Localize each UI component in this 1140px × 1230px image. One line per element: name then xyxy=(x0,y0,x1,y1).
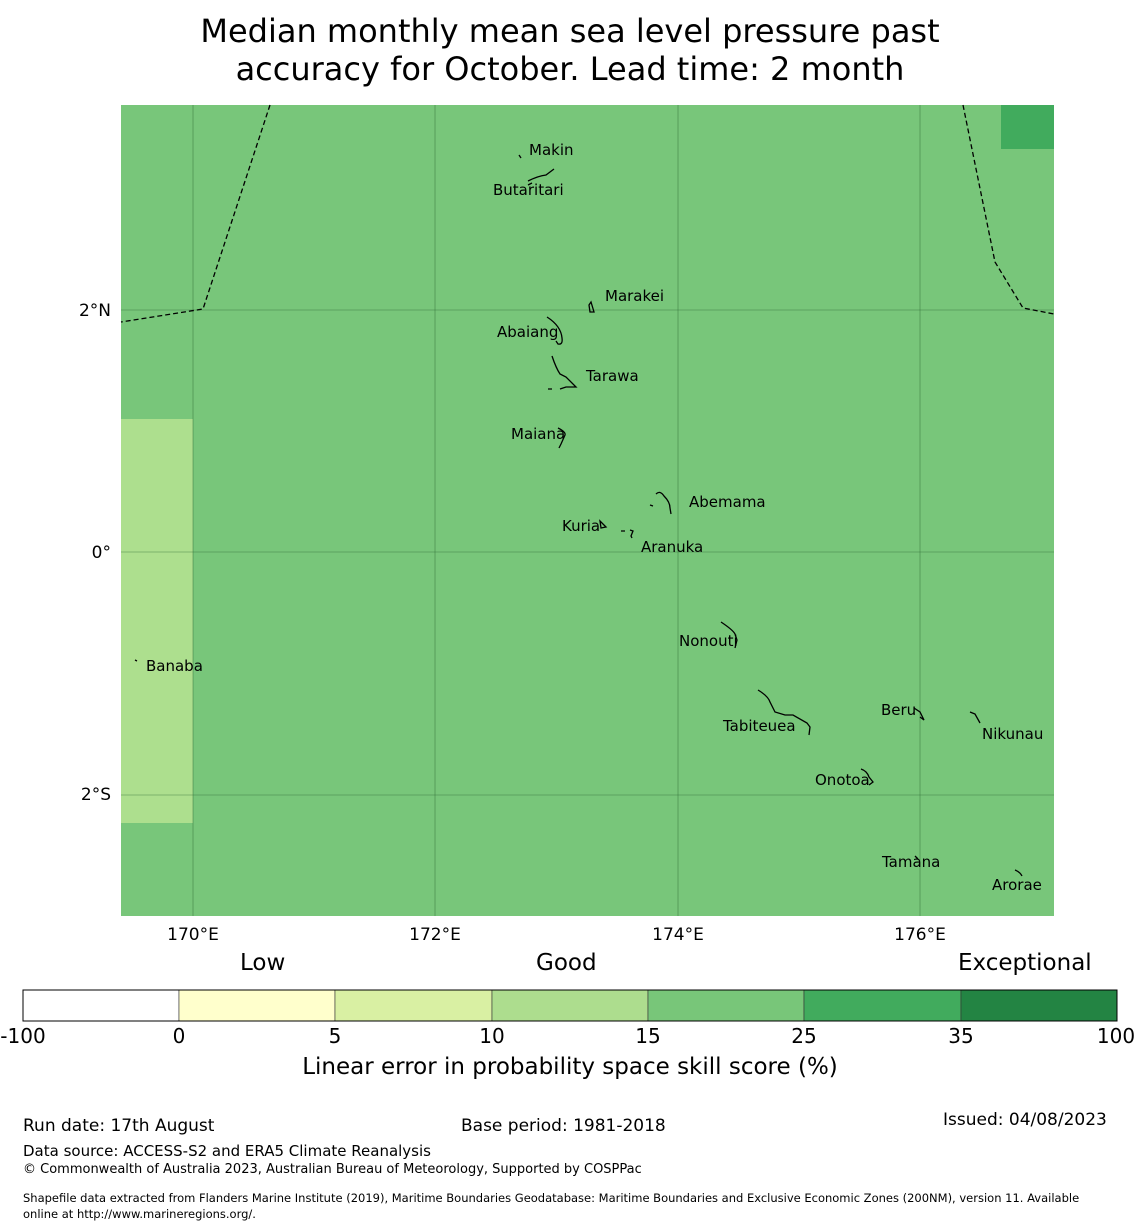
colorbar xyxy=(22,989,1118,1022)
lat-label: 0° xyxy=(92,543,111,563)
colorbar-segment xyxy=(178,989,336,1022)
island-abemama xyxy=(649,491,672,515)
island-nikunau xyxy=(969,711,981,724)
title-line-1: Median monthly mean sea level pressure p… xyxy=(200,12,940,50)
island-label: Abemama xyxy=(689,493,766,511)
lon-label: 174°E xyxy=(652,925,704,945)
colorbar-segment xyxy=(803,989,962,1022)
colorbar-tick: 15 xyxy=(635,1024,661,1048)
island-label: Maiana xyxy=(511,425,565,443)
island-label: Marakei xyxy=(605,287,664,305)
island-maiana xyxy=(557,427,566,449)
island-outlines xyxy=(134,154,1023,877)
colorbar-segment xyxy=(491,989,649,1022)
island-label: Tabiteuea xyxy=(722,717,796,735)
gridlines xyxy=(121,105,1054,916)
colorbar-segment xyxy=(22,989,180,1022)
colorbar-segment xyxy=(334,989,493,1022)
island-label: Beru xyxy=(881,701,916,719)
copyright: © Commonwealth of Australia 2023, Austra… xyxy=(23,1162,642,1177)
island-tabiteuea xyxy=(757,689,811,736)
colorbar-tick: -100 xyxy=(0,1024,46,1048)
colorbar-segment xyxy=(647,989,805,1022)
island-aranuka xyxy=(621,529,634,539)
issued-date: Issued: 04/08/2023 xyxy=(943,1110,1107,1130)
lat-label: 2°S xyxy=(81,785,111,805)
colorbar-tick: 100 xyxy=(1096,1024,1136,1048)
island-beru xyxy=(913,707,925,721)
island-label: Abaiang xyxy=(497,323,558,341)
title-line-2: accuracy for October. Lead time: 2 month xyxy=(235,50,905,88)
colorbar-tick: 35 xyxy=(948,1024,974,1048)
lon-label: 172°E xyxy=(409,925,461,945)
colorbar-tick: 0 xyxy=(172,1024,186,1048)
shapefile-credit-line-2: online at http://www.marineregions.org/. xyxy=(23,1207,256,1221)
island-label: Nikunau xyxy=(982,725,1043,743)
island-label: Tamana xyxy=(881,853,940,871)
island-butaritari xyxy=(527,168,555,186)
island-label: Banaba xyxy=(146,657,203,675)
skill-cell-25-35 xyxy=(1001,105,1054,149)
category-low: Low xyxy=(240,950,286,976)
category-good: Good xyxy=(536,950,597,976)
island-label: Nonouti xyxy=(679,632,738,650)
island-onotoa xyxy=(860,768,874,786)
latitude-labels: 2°N 0° 2°S xyxy=(79,301,111,805)
lat-label: 2°N xyxy=(79,301,111,321)
island-label: Aranuka xyxy=(641,538,703,556)
lon-label: 176°E xyxy=(894,925,946,945)
colorbar-segment xyxy=(960,989,1118,1022)
base-period: Base period: 1981-2018 xyxy=(461,1116,666,1136)
map-panel xyxy=(121,105,1054,916)
run-date: Run date: 17th August xyxy=(23,1116,215,1136)
island-label: Arorae xyxy=(992,876,1042,894)
eez-boundary xyxy=(120,104,1055,323)
island-arorae xyxy=(1014,869,1023,877)
data-source: Data source: ACCESS-S2 and ERA5 Climate … xyxy=(23,1142,431,1160)
shapefile-credit-line-1: Shapefile data extracted from Flanders M… xyxy=(23,1191,1080,1205)
colorbar-frame xyxy=(22,989,1118,1022)
island-labels: Makin Butaritari Marakei Abaiang Tarawa … xyxy=(146,141,1043,894)
island-tamana xyxy=(914,855,919,860)
island-label: Tarawa xyxy=(585,367,639,385)
island-label: Kuria xyxy=(562,517,600,535)
skill-cell-10-15 xyxy=(121,419,193,823)
colorbar-tick: 25 xyxy=(791,1024,817,1048)
category-exceptional: Exceptional xyxy=(958,950,1092,976)
island-marakei xyxy=(588,300,595,313)
island-kuria xyxy=(599,519,608,529)
island-abaiang xyxy=(546,316,563,345)
island-tarawa xyxy=(548,355,578,390)
island-label: Butaritari xyxy=(493,181,564,199)
map-title: Median monthly mean sea level pressure p… xyxy=(0,12,1140,88)
island-label: Onotoa xyxy=(815,771,870,789)
island-label: Makin xyxy=(529,141,574,159)
colorbar-title: Linear error in probability space skill … xyxy=(302,1054,838,1080)
island-banaba xyxy=(134,659,138,662)
island-nonouti xyxy=(720,621,738,649)
longitude-labels: 170°E 172°E 174°E 176°E xyxy=(167,925,946,945)
lon-label: 170°E xyxy=(167,925,219,945)
island-makin xyxy=(518,154,522,159)
colorbar-tick: 5 xyxy=(328,1024,342,1048)
colorbar-tick: 10 xyxy=(479,1024,505,1048)
